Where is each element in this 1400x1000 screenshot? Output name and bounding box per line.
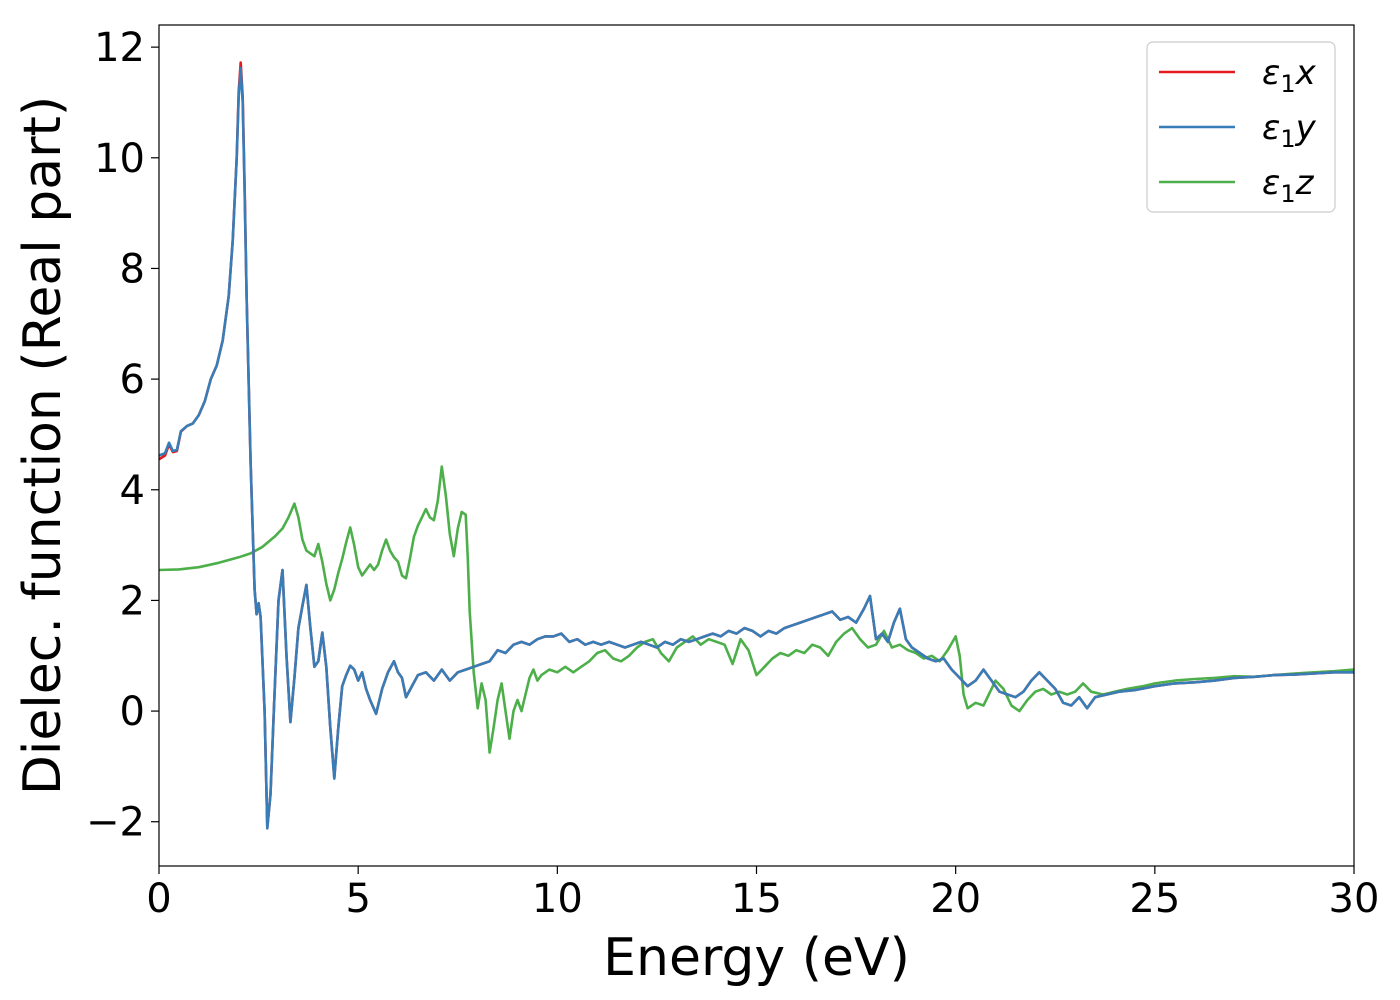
series-line-y [159,66,1354,830]
y-tick-label: 6 [120,357,145,403]
x-tick-label: 25 [1129,876,1180,922]
legend-box [1146,41,1336,213]
y-axis-label: Dielec. function (Real part) [13,96,73,795]
x-tick-label: 5 [345,876,370,922]
y-tick-label: 4 [120,468,145,514]
x-tick-label: 20 [930,876,981,922]
legend-label-y: ε1y [1262,108,1317,153]
x-tick-label: 10 [532,876,583,922]
y-tick-label: 8 [120,246,145,292]
y-tick-label: 0 [120,689,145,735]
plot-lines [159,61,1354,830]
legend-label-z: ε1z [1262,163,1315,208]
y-tick-label: −2 [86,800,145,846]
x-tick-label: 15 [731,876,782,922]
y-tick-label: 2 [120,578,145,624]
x-tick-label: 0 [146,876,171,922]
series-line-z [159,465,1354,754]
x-tick-label: 30 [1329,876,1380,922]
legend-label-x: ε1x [1262,53,1317,98]
x-axis-label: Energy (eV) [603,928,910,988]
y-tick-label: 10 [94,136,145,182]
y-tick-label: 12 [94,25,145,71]
legend: ε1x ε1y ε1z [1146,41,1336,213]
